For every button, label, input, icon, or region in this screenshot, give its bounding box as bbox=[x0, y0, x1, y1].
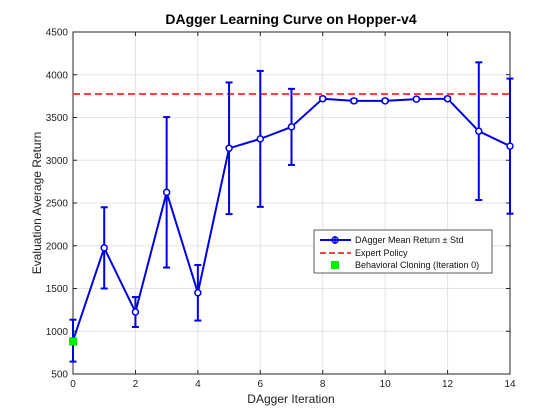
x-tick-label: 8 bbox=[320, 379, 326, 390]
data-point bbox=[100, 244, 108, 252]
x-axis-label: DAgger Iteration bbox=[247, 392, 334, 406]
x-tick-label: 0 bbox=[70, 379, 76, 390]
legend-expert-label: Expert Policy bbox=[355, 248, 408, 258]
data-point bbox=[225, 144, 233, 153]
y-axis-label: Evaluation Average Return bbox=[30, 132, 44, 275]
behavioral-cloning-marker bbox=[69, 337, 77, 346]
y-tick-label: 2000 bbox=[46, 241, 69, 252]
data-point bbox=[381, 97, 389, 105]
x-tick-label: 10 bbox=[380, 379, 392, 390]
data-point bbox=[506, 142, 514, 150]
series-layer bbox=[69, 61, 514, 363]
x-tick-label: 2 bbox=[133, 379, 139, 390]
legend: DAgger Mean Return ± Std Expert Policy B… bbox=[313, 229, 493, 274]
data-point bbox=[194, 289, 202, 297]
y-tick-label: 3500 bbox=[46, 113, 69, 124]
grid bbox=[72, 31, 511, 375]
data-point bbox=[287, 123, 296, 131]
legend-entry-expert: Expert Policy bbox=[320, 248, 408, 258]
data-point bbox=[162, 188, 171, 197]
y-tick-label: 2500 bbox=[46, 199, 69, 210]
legend-bc-marker bbox=[331, 261, 339, 269]
y-tick-label: 3000 bbox=[46, 156, 69, 167]
y-tick-label: 1500 bbox=[46, 284, 69, 295]
x-tick-label: 12 bbox=[442, 379, 454, 390]
legend-dagger-label: DAgger Mean Return ± Std bbox=[355, 235, 464, 245]
points-layer bbox=[69, 337, 77, 346]
y-tick-label: 4000 bbox=[46, 70, 69, 81]
y-tick-label: 4500 bbox=[46, 28, 69, 39]
legend-box bbox=[313, 229, 493, 274]
data-point bbox=[412, 95, 421, 103]
legend-entry-bc: Behavioral Cloning (Iteration 0) bbox=[331, 260, 479, 270]
chart-title: DAgger Learning Curve on Hopper-v4 bbox=[165, 11, 416, 27]
data-point bbox=[443, 94, 452, 103]
legend-bc-label: Behavioral Cloning (Iteration 0) bbox=[355, 260, 479, 270]
data-point bbox=[131, 308, 140, 316]
data-point bbox=[475, 127, 483, 135]
legend-entry-dagger: DAgger Mean Return ± Std bbox=[320, 235, 464, 245]
data-point bbox=[350, 97, 358, 105]
x-tick-label: 4 bbox=[195, 379, 201, 390]
data-point bbox=[318, 94, 327, 103]
y-tick-label: 500 bbox=[51, 370, 68, 381]
x-tick-label: 6 bbox=[258, 379, 264, 390]
y-tick-label: 1000 bbox=[46, 327, 69, 338]
x-tick-label: 14 bbox=[504, 379, 516, 390]
axis-ticks: 0 2 4 6 8 10 12 14 500 1000 1500 2000 2500 3000 3500 40… bbox=[46, 28, 516, 391]
data-point bbox=[256, 135, 265, 143]
